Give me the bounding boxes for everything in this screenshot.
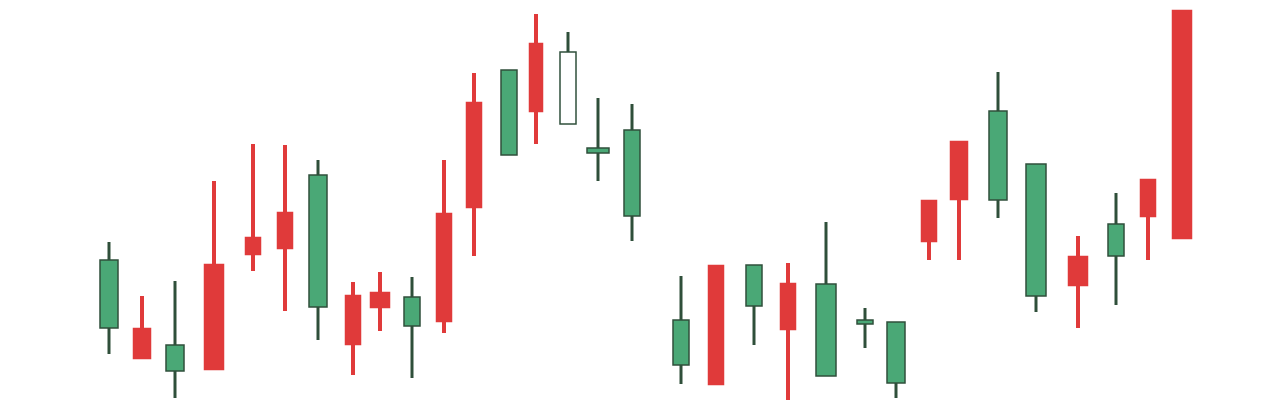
candle-5 (244, 144, 262, 271)
candle-6 (276, 145, 294, 311)
candle-12 (465, 73, 483, 256)
candle-4 (203, 181, 225, 371)
candle-body (1139, 178, 1157, 218)
candle-body (403, 296, 421, 327)
candle-7 (308, 160, 328, 340)
candle-30 (1107, 193, 1125, 305)
candle-body (1067, 255, 1089, 287)
candle-body (244, 236, 262, 256)
candle-body (856, 319, 874, 325)
candle-body (745, 264, 763, 307)
candle-body (369, 291, 391, 309)
candle-19 (707, 264, 725, 386)
candle-17 (623, 104, 641, 241)
candle-15 (559, 32, 577, 125)
candle-body (949, 140, 969, 201)
candle-16 (586, 98, 610, 181)
candle-8 (344, 282, 362, 375)
candle-body (500, 69, 518, 156)
candle-body (920, 199, 938, 243)
candle-body (203, 263, 225, 371)
candle-11 (435, 160, 453, 333)
candle-body (99, 259, 119, 329)
candle-body (465, 101, 483, 209)
candle-3 (165, 281, 185, 398)
candle-body (779, 282, 797, 331)
candle-body (308, 174, 328, 308)
candle-body (586, 147, 610, 154)
candle-body (435, 212, 453, 323)
candle-1 (99, 242, 119, 354)
candle-body (707, 264, 725, 386)
candles-group (99, 9, 1193, 400)
candle-31 (1139, 178, 1157, 260)
candle-body (528, 42, 544, 113)
candle-25 (920, 199, 938, 260)
candle-body (988, 110, 1008, 201)
candle-20 (745, 264, 763, 345)
candle-18 (672, 276, 690, 384)
candle-14 (528, 14, 544, 144)
candle-10 (403, 277, 421, 378)
candle-body (1171, 9, 1193, 240)
candle-body (1107, 223, 1125, 257)
candle-23 (856, 308, 874, 348)
candle-body (886, 321, 906, 384)
candle-body (559, 51, 577, 125)
candle-26 (949, 140, 969, 260)
candle-body (276, 211, 294, 250)
candle-32 (1171, 9, 1193, 240)
candle-body (165, 344, 185, 372)
candle-24 (886, 321, 906, 398)
candle-29 (1067, 236, 1089, 328)
candle-28 (1025, 163, 1047, 312)
candle-9 (369, 272, 391, 331)
candle-body (132, 327, 152, 360)
candle-body (344, 294, 362, 346)
candle-body (623, 129, 641, 217)
candle-body (1025, 163, 1047, 297)
candle-body (672, 319, 690, 366)
candle-2 (132, 296, 152, 360)
candle-body (815, 283, 837, 377)
candle-22 (815, 222, 837, 377)
candle-27 (988, 72, 1008, 218)
candle-21 (779, 263, 797, 400)
candle-13 (500, 69, 518, 156)
